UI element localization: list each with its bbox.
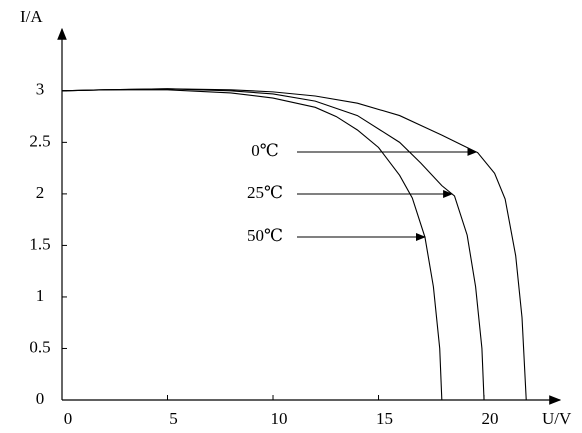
y-tick-label: 0 xyxy=(36,389,45,408)
x-tick-label: 10 xyxy=(271,409,288,428)
series-label: 50℃ xyxy=(247,226,283,245)
curve xyxy=(61,89,443,401)
series-label: 0℃ xyxy=(251,141,279,160)
x-tick-label: 0 xyxy=(64,409,73,428)
y-tick-label: 1 xyxy=(36,286,45,305)
curve xyxy=(61,88,485,401)
y-tick-label: 3 xyxy=(36,80,45,99)
y-tick-label: 1.5 xyxy=(29,234,50,253)
x-tick-label: 5 xyxy=(169,409,178,428)
y-axis-label: I/A xyxy=(20,7,43,26)
y-tick-label: 0.5 xyxy=(29,337,50,356)
y-tick-label: 2 xyxy=(36,183,45,202)
x-tick-label: 15 xyxy=(376,409,393,428)
curve xyxy=(61,88,527,401)
x-tick-label: 20 xyxy=(482,409,499,428)
series-label: 25℃ xyxy=(247,183,283,202)
y-tick-label: 2.5 xyxy=(29,131,50,150)
x-axis-label: U/V xyxy=(542,409,572,428)
